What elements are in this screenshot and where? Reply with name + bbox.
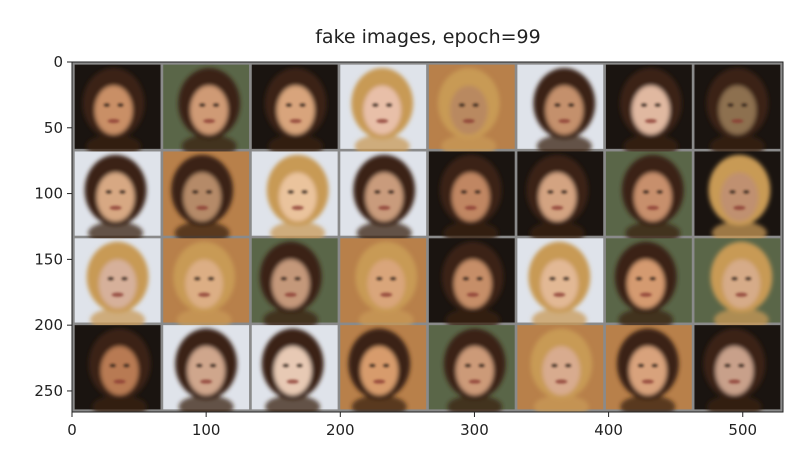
generated-face-tile xyxy=(163,325,250,412)
generated-face-tile xyxy=(163,151,250,245)
generated-face-tile xyxy=(517,325,604,412)
generated-face-tile xyxy=(605,64,692,159)
generated-face-tile xyxy=(694,238,781,332)
y-axis: 0 50 100 150 200 250 xyxy=(34,53,72,400)
generated-face-tile xyxy=(251,151,338,245)
y-tick-label: 250 xyxy=(34,382,63,400)
generated-face-tile xyxy=(605,151,692,245)
plot-frame xyxy=(71,61,784,413)
generated-face-tile xyxy=(605,325,692,412)
x-tick-label: 400 xyxy=(594,421,623,439)
generated-face-tile xyxy=(163,64,250,159)
generated-face-tile xyxy=(340,151,427,245)
generated-face-tile xyxy=(517,64,604,159)
x-tick-label: 300 xyxy=(460,421,489,439)
y-tick-label: 200 xyxy=(34,316,63,334)
y-tick-label: 100 xyxy=(34,185,63,203)
generated-face-tile xyxy=(428,64,515,159)
x-tick-label: 200 xyxy=(326,421,355,439)
x-axis: 0 100 200 300 400 500 xyxy=(67,412,757,439)
generated-face-tile xyxy=(694,151,781,245)
generated-face-tile xyxy=(251,64,338,159)
generated-face-tile xyxy=(517,238,604,332)
generated-face-tile xyxy=(428,325,515,412)
generated-face-tile xyxy=(163,238,250,332)
generated-face-tile xyxy=(694,325,781,412)
generated-face-tile xyxy=(340,325,427,412)
generated-face-tile xyxy=(428,151,515,245)
y-tick-label: 150 xyxy=(34,250,63,268)
generated-face-tile xyxy=(74,325,161,412)
generated-face-tile xyxy=(74,151,161,245)
y-tick-label: 0 xyxy=(53,53,63,71)
chart-title: fake images, epoch=99 xyxy=(315,26,541,48)
generated-face-tile xyxy=(340,64,427,159)
x-tick-label: 500 xyxy=(728,421,757,439)
y-tick-label: 50 xyxy=(44,119,63,137)
generated-face-tile xyxy=(428,238,515,332)
generated-face-tile xyxy=(340,238,427,332)
image-grid xyxy=(72,62,783,412)
x-tick-label: 100 xyxy=(192,421,221,439)
generated-face-tile xyxy=(251,325,338,412)
generated-face-tile xyxy=(517,151,604,245)
generated-face-tile xyxy=(605,238,692,332)
generated-face-tile xyxy=(74,64,161,159)
x-tick-label: 0 xyxy=(67,421,77,439)
generated-face-tile xyxy=(74,238,161,332)
generated-face-tile xyxy=(251,238,338,332)
generated-face-tile xyxy=(694,64,781,159)
